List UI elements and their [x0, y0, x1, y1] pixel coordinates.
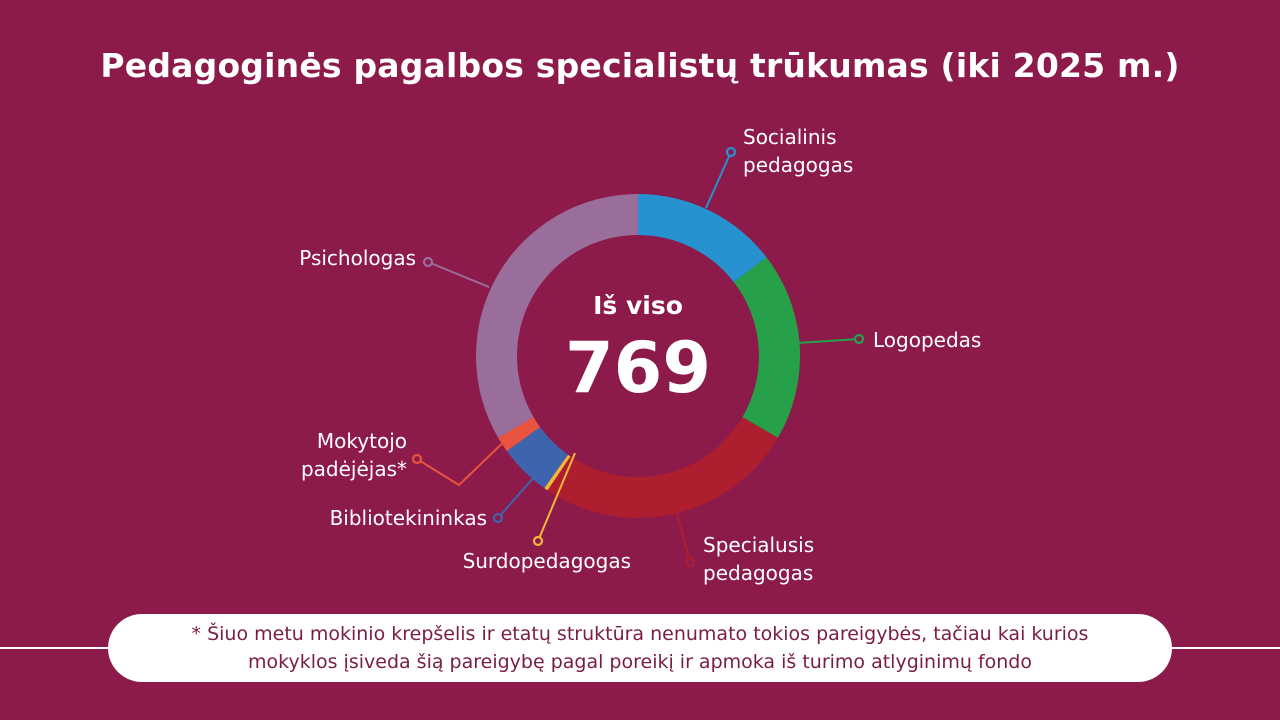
- leader-line: [416, 434, 512, 487]
- slice-label: Bibliotekininkas: [330, 506, 487, 530]
- footnote-line-1: * Šiuo metu mokinio krepšelis ir etatų s…: [191, 623, 1089, 645]
- leader-line: [497, 475, 536, 519]
- slice-label: Mokytojo padėjėjas*: [301, 429, 407, 481]
- leader-line: [427, 261, 490, 288]
- slice-label: Psichologas: [299, 246, 416, 270]
- slice-label: Socialinis pedagogas: [743, 125, 853, 177]
- slice-label: Surdopedagogas: [463, 549, 631, 573]
- footnote-line-2: mokyklos įsiveda šią pareigybę pagal por…: [248, 651, 1032, 673]
- leader-line: [537, 452, 576, 542]
- donut-slice-surdopedagogas: [544, 454, 571, 491]
- leader-line: [705, 151, 732, 209]
- center-label: Iš viso: [593, 291, 683, 320]
- footnote: * Šiuo metu mokinio krepšelis ir etatų s…: [108, 614, 1172, 682]
- donut-slice-mokytojo-padėjėjas: [498, 417, 541, 452]
- slice-label: Specialusis pedagogas: [703, 533, 814, 585]
- donut-slice-socialinis-pedagogas: [638, 194, 767, 283]
- donut-slice-logopedas: [733, 257, 800, 438]
- donut-slice-specialusis-pedagogas: [547, 417, 778, 518]
- donut-slice-bibliotekininkas: [506, 427, 569, 489]
- leader-line: [796, 338, 860, 344]
- center-total-value: 769: [565, 327, 711, 409]
- leader-dot: [532, 535, 544, 547]
- leader-dot: [422, 256, 434, 268]
- leader-line: [675, 509, 691, 563]
- donut-slice-psichologas: [475, 194, 638, 438]
- leader-dot: [725, 146, 737, 158]
- chart-title: Pedagoginės pagalbos specialistų trūkuma…: [100, 46, 1180, 85]
- slice-label: Logopedas: [873, 328, 981, 352]
- leader-dot: [684, 556, 696, 568]
- leader-dot: [411, 453, 423, 465]
- leader-dot: [492, 512, 504, 524]
- leader-dot: [853, 333, 865, 345]
